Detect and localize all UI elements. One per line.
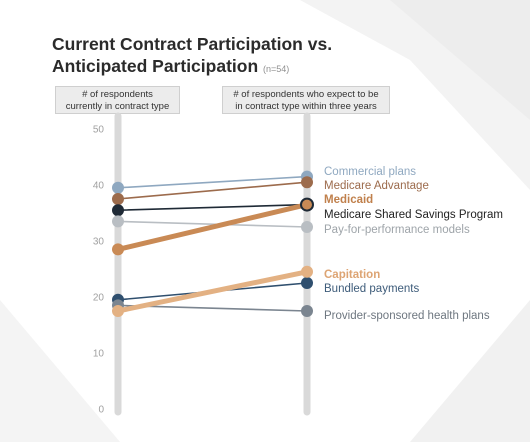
- series-label-medicaid: Medicaid: [324, 194, 373, 206]
- series-line-medicare-shared-savings-program: [117, 203, 308, 211]
- point-current-medicare-advantage: [112, 193, 124, 205]
- point-current-pay-for-performance-models: [112, 215, 124, 228]
- point-current-capitation: [112, 305, 124, 317]
- point-current-medicare-shared-savings-program: [112, 204, 124, 217]
- right-column-header: # of respondents who expect to be in con…: [222, 86, 390, 114]
- series-line-commercial-plans: [117, 175, 308, 189]
- left-column-header: # of respondents currently in contract t…: [55, 86, 180, 114]
- point-current-commercial-plans: [112, 181, 124, 194]
- series-label-medicare-shared-savings-program: Medicare Shared Savings Program: [324, 209, 503, 221]
- series-line-medicare-advantage: [117, 181, 308, 200]
- right-header-line2: in contract type within three years: [235, 100, 377, 112]
- chart-title-line2-text: Anticipated Participation: [52, 56, 259, 76]
- sample-size-label: (n=54): [263, 64, 290, 74]
- point-anticipated-provider-sponsored-health-plans: [301, 305, 313, 317]
- series-label-pay-for-performance-models: Pay-for-performance models: [324, 224, 470, 236]
- chart-title-line2: Anticipated Participation (n=54): [52, 55, 452, 80]
- point-anticipated-medicare-advantage: [301, 176, 313, 189]
- series-label-provider-sponsored-health-plans: Provider-sponsored health plans: [324, 310, 490, 322]
- series-label-commercial-plans: Commercial plans: [324, 166, 416, 178]
- point-current-medicaid: [112, 243, 124, 256]
- y-tick-label-10: 10: [93, 349, 105, 360]
- series-label-bundled-payments: Bundled payments: [324, 283, 420, 295]
- y-tick-label-50: 50: [93, 125, 105, 136]
- right-header-line1: # of respondents who expect to be: [233, 89, 379, 100]
- chart-title: Current Contract Participation vs. Antic…: [52, 33, 452, 80]
- left-header-line1: # of respondents: [82, 89, 153, 100]
- point-anticipated-capitation: [301, 265, 313, 278]
- point-anticipated-bundled-payments: [301, 277, 313, 289]
- y-tick-label-0: 0: [98, 405, 104, 416]
- series-line-medicaid: [115, 202, 310, 252]
- y-tick-label-20: 20: [93, 293, 105, 304]
- series-label-capitation: Capitation: [324, 269, 380, 281]
- y-tick-label-30: 30: [93, 237, 105, 248]
- point-anticipated-medicaid: [300, 197, 314, 212]
- series-line-pay-for-performance-models: [117, 220, 308, 228]
- chart-title-line1: Current Contract Participation vs.: [52, 34, 333, 54]
- left-header-line2: currently in contract type: [65, 100, 170, 112]
- series-line-capitation: [115, 269, 310, 314]
- point-anticipated-pay-for-performance-models: [301, 221, 313, 233]
- y-tick-label-40: 40: [93, 181, 105, 192]
- series-label-medicare-advantage: Medicare Advantage: [324, 180, 429, 192]
